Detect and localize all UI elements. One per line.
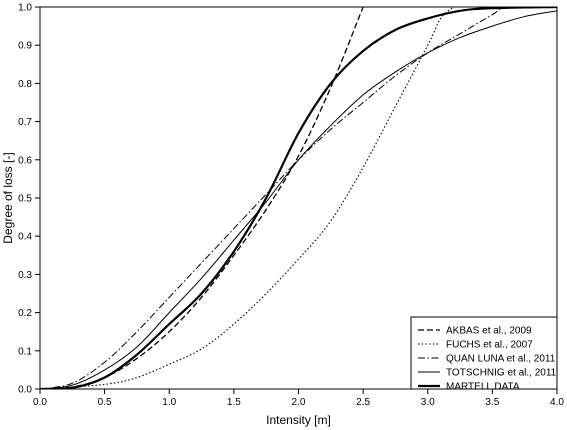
x-tick-label: 2.0 xyxy=(292,397,306,408)
y-tick-label: 0.1 xyxy=(18,346,32,357)
legend-label-4: TOTSCHNIG et al., 2011 xyxy=(446,368,557,379)
x-tick-label: 3.0 xyxy=(421,397,435,408)
legend-box xyxy=(410,316,558,390)
y-tick-label: 1.0 xyxy=(18,3,32,14)
y-tick-label: 0.5 xyxy=(18,194,32,205)
legend-label-3: QUAN LUNA et al., 2011 xyxy=(446,354,556,365)
x-tick-label: 1.0 xyxy=(162,397,176,408)
legend: AKBAS et al., 2009 FUCHS et al., 2007 QUAN… xyxy=(410,316,558,393)
legend-label-1: AKBAS et al., 2009 xyxy=(446,326,532,337)
y-tick-label: 0.4 xyxy=(18,232,32,243)
axis-layer: 0.0 0.5 1.0 1.5 2.0 2.5 3.0 3.5 4.0 0.0 0.1 0.2 0.3 0… xyxy=(18,3,564,409)
x-tick-label: 2.5 xyxy=(356,397,370,408)
legend-label-5: MARTELL DATA xyxy=(446,382,520,393)
x-tick-label: 0.0 xyxy=(33,397,47,408)
series-line-4 xyxy=(40,10,557,389)
x-axis-title: Intensity [m] xyxy=(266,413,331,427)
y-tick-label: 0.8 xyxy=(18,79,32,90)
series-layer xyxy=(40,7,557,389)
y-tick-label: 0.2 xyxy=(18,308,32,319)
legend-label-2: FUCHS et al., 2007 xyxy=(446,340,533,351)
x-tick-label: 3.5 xyxy=(485,397,499,408)
x-tick-label: 0.5 xyxy=(98,397,112,408)
y-tick-label: 0.0 xyxy=(18,385,32,396)
y-tick-label: 0.3 xyxy=(18,270,32,281)
y-tick-label: 0.9 xyxy=(18,41,32,52)
x-tick-label: 1.5 xyxy=(227,397,241,408)
x-tick-label: 4.0 xyxy=(550,397,564,408)
series-line-2 xyxy=(40,7,454,389)
y-axis-title: Degree of loss [-] xyxy=(1,152,15,243)
series-line-5 xyxy=(40,7,557,389)
y-tick-label: 0.6 xyxy=(18,155,32,166)
y-tick-label: 0.7 xyxy=(18,117,32,128)
